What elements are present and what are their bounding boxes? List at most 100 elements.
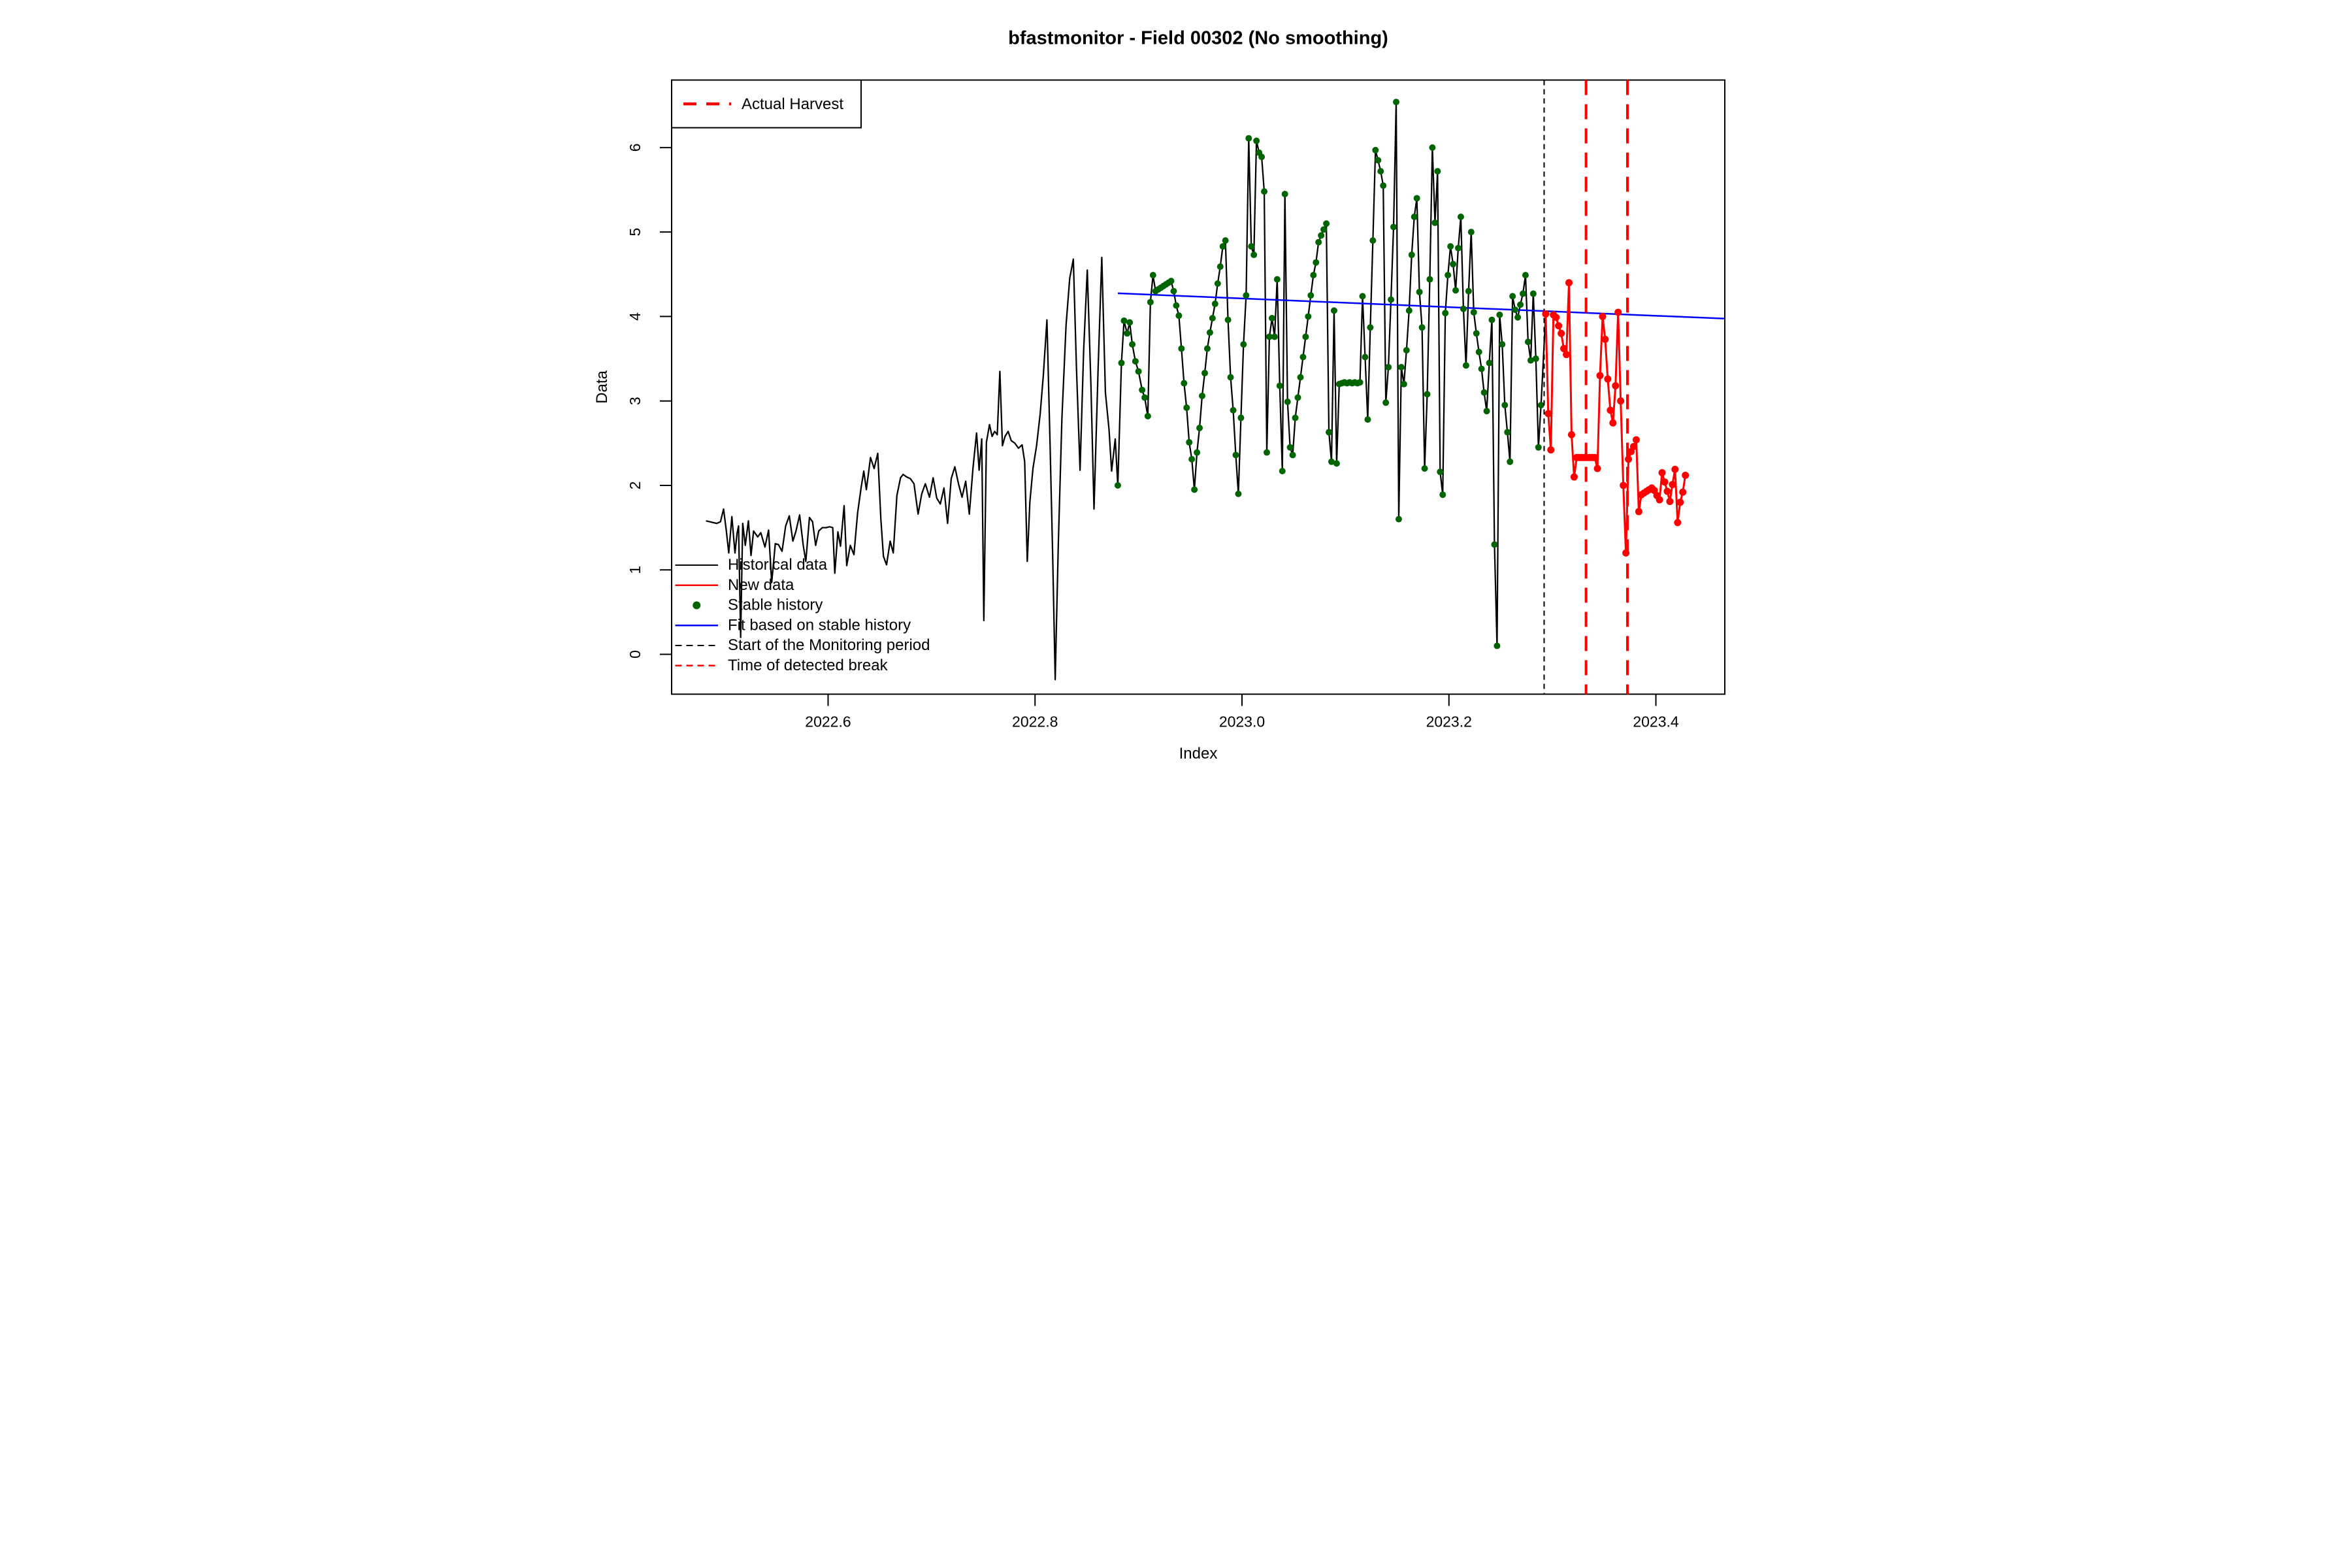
stable-history-dot — [1400, 380, 1407, 387]
new-data-dot — [1622, 549, 1630, 557]
stable-history-dot — [1465, 287, 1472, 295]
stable-history-dot — [1271, 333, 1278, 340]
plot-frame — [671, 79, 1725, 695]
plot-background — [588, 0, 1764, 784]
stable-history-dot — [1147, 299, 1154, 306]
stable-history-dot — [1139, 386, 1146, 393]
stable-history-dot — [1413, 195, 1420, 202]
x-tick-label: 2023.4 — [1633, 713, 1679, 730]
stable-history-dot — [1313, 259, 1320, 266]
stable-history-dot — [1390, 223, 1397, 231]
new-data-dot — [1614, 308, 1622, 316]
new-data-dot — [1669, 481, 1676, 489]
stable-history-dot — [1359, 293, 1366, 300]
new-data-dot — [1674, 519, 1682, 527]
stable-history-dot — [1222, 237, 1229, 244]
new-data-dot — [1558, 329, 1565, 337]
stable-history-dot — [1393, 99, 1399, 106]
new-data-dot — [1560, 345, 1568, 353]
fit-line — [1117, 292, 1725, 319]
stable-history-dot — [1211, 301, 1218, 308]
stable-history-dot — [1478, 365, 1485, 372]
stable-history-dot — [1294, 394, 1301, 401]
plot-canvas: 2022.6 2022.8 2023.0 2023.2 2023.4 0 1 2 3 4 5 6 bfa… — [588, 0, 1764, 784]
stable-history-dot — [1196, 425, 1203, 432]
bottom-legend-label: Time of detected break — [728, 657, 889, 674]
stable-history-dot — [1520, 290, 1526, 297]
stable-history-dot — [1124, 330, 1131, 337]
stable-history-dot — [1297, 374, 1304, 381]
stable-history-dot — [1289, 451, 1296, 459]
stable-history-dot — [1367, 324, 1374, 331]
stable-history-dot — [1170, 287, 1177, 295]
stable-history-dot — [1219, 243, 1226, 250]
stable-history-dot — [1118, 359, 1125, 367]
stable-history-dot — [1245, 135, 1252, 142]
stable-history-dot — [1209, 315, 1216, 321]
stable-history-dot — [1426, 276, 1433, 283]
x-tick-label: 2022.6 — [805, 713, 851, 730]
stable-history-dot — [1434, 168, 1441, 175]
new-data-dot — [1658, 469, 1666, 477]
stable-history-dot — [1188, 455, 1196, 463]
bottom-legend-label: Fit based on stable history — [728, 616, 911, 634]
stable-history-dot — [1186, 439, 1193, 446]
bfastmonitor-chart: 2022.6 2022.8 2023.0 2023.2 2023.4 0 1 2 3 4 5 6 bfa… — [588, 0, 1764, 784]
stable-history-dot — [1424, 391, 1431, 398]
top-legend: Actual Harvest — [671, 79, 862, 129]
new-data-dot — [1676, 498, 1684, 506]
stable-history-dot — [1217, 263, 1224, 270]
stable-history-dot — [1258, 154, 1266, 161]
stable-history-dot — [1276, 382, 1283, 389]
y-tick-label: 0 — [627, 650, 644, 659]
stable-history-dot — [1421, 465, 1428, 472]
bottom-legend-label: Start of the Monitoring period — [728, 636, 930, 654]
x-tick-label: 2023.0 — [1219, 713, 1265, 730]
stable-history-dot — [1447, 243, 1454, 250]
stable-history-dot — [1135, 368, 1142, 375]
top-legend-box — [671, 79, 862, 129]
stable-history-dot — [1504, 429, 1511, 436]
new-data-dot — [1591, 453, 1599, 461]
stable-history-dot — [1385, 364, 1392, 370]
bottom-legend: Historical data New data Stable history Fit… — [675, 556, 930, 674]
stable-history-dot — [1264, 449, 1270, 456]
stable-history-dot — [1168, 278, 1175, 285]
new-data-dots — [1542, 279, 1690, 557]
new-data-dot — [1607, 406, 1614, 414]
stable-history-dot — [1455, 244, 1462, 252]
stable-history-dot — [1532, 355, 1539, 363]
stable-history-dot — [1240, 341, 1247, 348]
stable-history-dot — [1232, 451, 1239, 459]
stable-history-dot — [1529, 290, 1537, 297]
stable-history-dot — [1149, 272, 1156, 279]
top-legend-label: Actual Harvest — [742, 95, 843, 113]
new-data-dot — [1563, 351, 1570, 359]
stable-history-legend-dot — [693, 601, 701, 610]
stable-history-dot — [1237, 414, 1245, 421]
y-axis-label: Data — [593, 370, 611, 404]
stable-history-dot — [1416, 288, 1423, 295]
stable-history-dot — [1302, 333, 1309, 340]
y-tick-label: 1 — [627, 566, 644, 574]
axes: 2022.6 2022.8 2023.0 2023.2 2023.4 0 1 2 3 4 5 6 — [627, 144, 1679, 730]
new-data-dot — [1679, 488, 1687, 496]
stable-history-dot — [1248, 243, 1255, 250]
stable-history-dot — [1369, 237, 1377, 244]
new-data-dot — [1593, 465, 1601, 472]
stable-history-dot — [1144, 412, 1151, 419]
stable-history-dot — [1206, 329, 1213, 336]
stable-history-dot — [1183, 404, 1190, 412]
stable-history-dot — [1328, 458, 1335, 465]
stable-history-dot — [1326, 429, 1333, 436]
stable-history-dot — [1175, 312, 1183, 319]
bottom-legend-label: New data — [728, 576, 794, 594]
stable-history-dot — [1181, 380, 1188, 387]
stable-history-dot — [1382, 399, 1390, 406]
stable-history-dot — [1405, 307, 1413, 314]
stable-history-dot — [1307, 292, 1315, 299]
stable-history-dot — [1467, 229, 1475, 236]
stable-history-dot — [1437, 468, 1444, 476]
stable-history-dot — [1496, 311, 1503, 318]
stable-history-dot — [1364, 416, 1371, 423]
